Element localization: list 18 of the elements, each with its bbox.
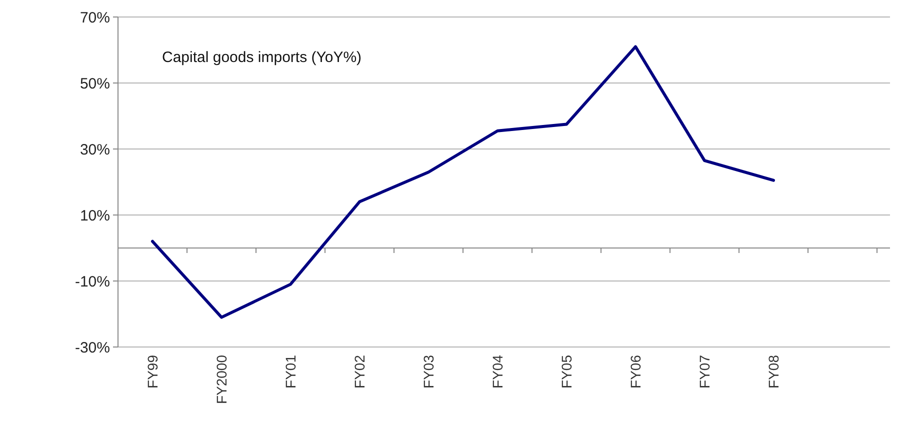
x-tick-label: FY02 — [351, 354, 368, 388]
x-tick-label: FY03 — [420, 354, 436, 388]
line-series — [151, 45, 775, 319]
x-tick-label: FY2000 — [213, 354, 230, 404]
x-tick-label: FY01 — [282, 354, 298, 388]
y-tick-label: -10% — [74, 273, 110, 290]
x-tick-label: FY08 — [765, 354, 782, 388]
x-tick-label: FY07 — [696, 354, 712, 388]
x-tick-label: FY99 — [144, 354, 160, 388]
text: Capital goods imports (YoY%) — [162, 49, 362, 66]
x-tick-label: FY04 — [489, 354, 506, 388]
y-tick-label: 30% — [80, 141, 110, 158]
x-tick-label: FY06 — [627, 354, 644, 388]
x-tick-label: FY05 — [558, 354, 574, 388]
y-tick-label: 70% — [80, 9, 110, 26]
y-tick-label: -30% — [74, 339, 110, 356]
y-tick-label: 10% — [80, 207, 110, 224]
y-tick-label: 50% — [80, 75, 110, 92]
